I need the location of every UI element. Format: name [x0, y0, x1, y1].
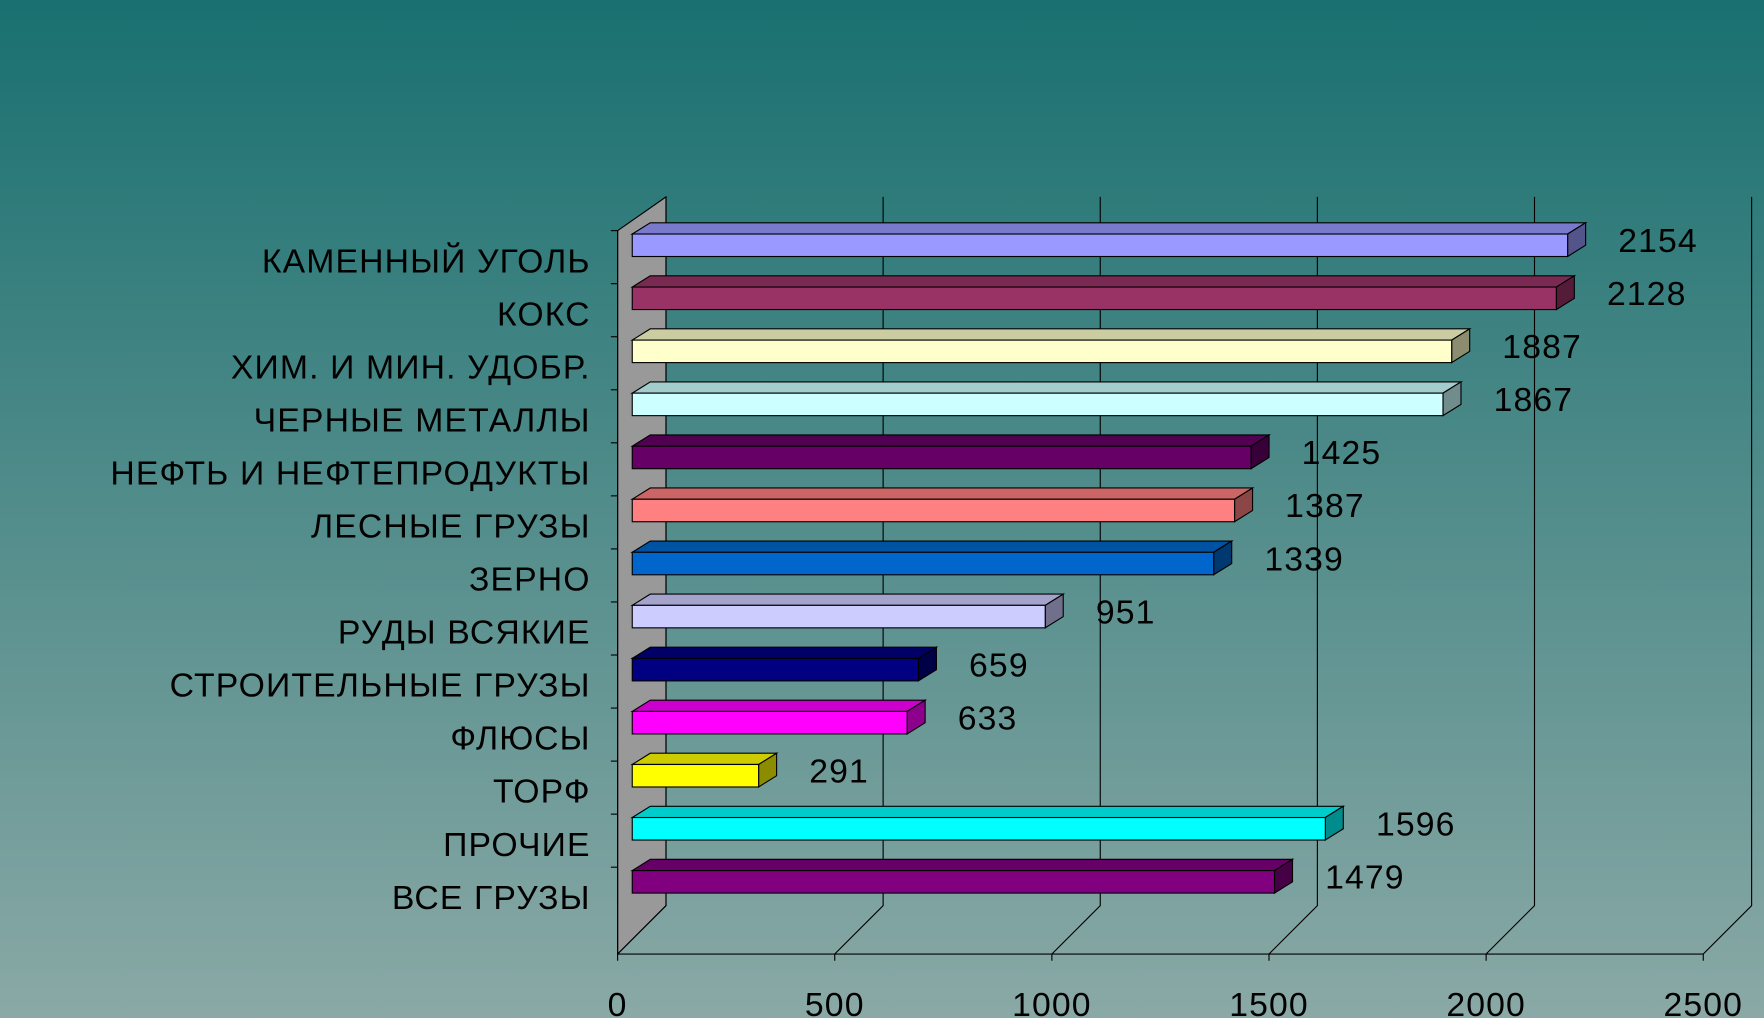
bar: [631, 816, 1326, 841]
bar-top: [630, 699, 928, 712]
value-label: 951: [1096, 593, 1156, 631]
y-tick-label: ХИМ. И МИН. УДОБР.: [231, 348, 591, 386]
y-tick-label: ТОРФ: [493, 773, 591, 811]
value-label: 1387: [1285, 487, 1365, 525]
value-label: 1596: [1376, 806, 1456, 844]
value-label: 1867: [1494, 381, 1574, 419]
bar-top: [630, 328, 1472, 341]
x-tick-label: 0: [608, 986, 628, 1018]
y-tick-label: НЕФТЬ И НЕФТЕПРОДУКТЫ: [110, 454, 590, 492]
x-tick-label: 2000: [1446, 986, 1526, 1018]
bar-top: [630, 434, 1272, 447]
bar: [631, 551, 1215, 576]
grid-line: [1051, 196, 1101, 955]
bar: [631, 233, 1569, 258]
bar-top: [630, 381, 1463, 394]
x-tick-label: 2500: [1663, 986, 1743, 1018]
y-tick-label: СТРОИТЕЛЬНЫЕ ГРУЗЫ: [170, 667, 591, 705]
bar: [631, 657, 919, 682]
value-label: 1479: [1325, 859, 1405, 897]
bar-top: [630, 593, 1066, 606]
y-tick-label: РУДЫ ВСЯКИЕ: [338, 614, 591, 652]
y-tick-label: КОКС: [497, 295, 591, 333]
bar-top: [630, 275, 1577, 288]
bar: [631, 870, 1276, 894]
value-label: 1887: [1502, 328, 1582, 366]
bar-top: [630, 487, 1255, 500]
grid-line: [1268, 196, 1318, 955]
bar-top: [630, 858, 1295, 872]
value-label: 659: [969, 646, 1029, 684]
plot: 0 500 1000 1500 2000 2500 КАМЕННЫЙ УГОЛЬ 2154 КО…: [110, 195, 1753, 1018]
y-tick-label: ВСЕ ГРУЗЫ: [392, 879, 591, 917]
bar-top: [630, 540, 1234, 553]
value-label: 1425: [1302, 434, 1382, 472]
bar: [631, 498, 1236, 523]
value-label: 633: [958, 699, 1018, 737]
grid-line: [1702, 196, 1753, 955]
bar-top: [630, 752, 779, 766]
y-tick-label: ПРОЧИЕ: [443, 826, 591, 864]
bar-top: [630, 646, 939, 659]
grid-line: [834, 196, 884, 955]
y-tick-label: ЛЕСНЫЕ ГРУЗЫ: [311, 507, 591, 545]
x-tick-label: 1000: [1012, 986, 1092, 1018]
value-label: 2154: [1618, 222, 1698, 260]
bar-top: [630, 222, 1588, 235]
bar-top: [630, 805, 1346, 819]
bar: [631, 763, 760, 788]
y-tick-label: ФЛЮСЫ: [450, 720, 590, 758]
y-tick-label: ЧЕРНЫЕ МЕТАЛЛЫ: [254, 401, 591, 439]
bar: [631, 392, 1444, 417]
x-tick-label: 1500: [1229, 986, 1309, 1018]
grid-line: [617, 196, 667, 955]
grid-line: [1485, 196, 1536, 955]
x-tick-label: 500: [805, 986, 865, 1018]
bar: [631, 604, 1046, 629]
value-label: 1339: [1264, 540, 1344, 578]
y-tick-label: ЗЕРНО: [469, 561, 591, 599]
y-tick-label: КАМЕННЫЙ УГОЛЬ: [262, 242, 591, 280]
bar: [631, 286, 1557, 311]
bar: [631, 710, 908, 735]
bar: [631, 445, 1252, 470]
bar: [631, 339, 1453, 364]
value-label: 291: [809, 752, 869, 790]
value-label: 2128: [1607, 275, 1687, 313]
